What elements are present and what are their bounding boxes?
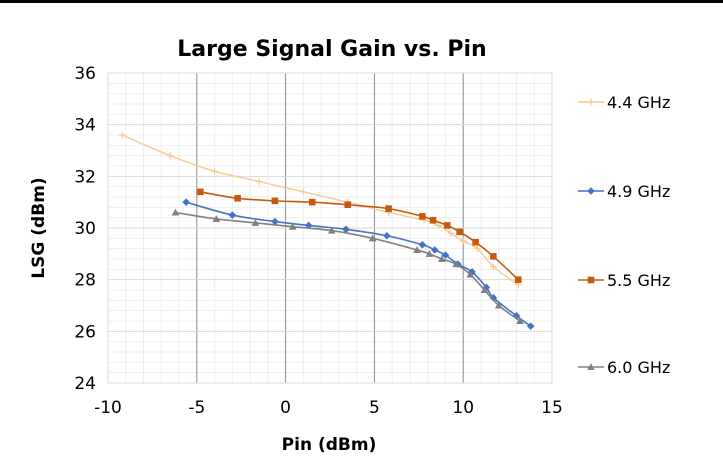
x-tick-label: 0 — [280, 398, 291, 418]
data-point-4-4-ghz — [473, 245, 481, 253]
legend-item-6-0-ghz: 6.0 GHz — [578, 358, 670, 377]
y-tick-label: 34 — [74, 116, 96, 136]
y-tick-label: 32 — [74, 167, 96, 187]
plot-area-frame — [107, 72, 553, 384]
y-tick-label: 36 — [74, 64, 96, 84]
y-axis-tick-labels: 24 26 28 30 32 34 36 — [74, 64, 96, 394]
series-line-4-4-ghz — [121, 134, 519, 286]
legend: 4.4 GHz 4.9 GHz 5.5 GHz 6.0 GHz — [578, 93, 670, 377]
data-point-4-4-ghz — [489, 263, 497, 271]
series-4-9-ghz — [182, 198, 535, 330]
series-4-4-ghz — [118, 131, 522, 289]
data-point-5-5-ghz — [456, 228, 463, 236]
data-point-5-5-ghz — [429, 216, 437, 224]
series-layer — [118, 131, 535, 330]
legend-item-5-5-ghz: 5.5 GHz — [578, 271, 670, 290]
data-point-4-9-ghz — [271, 217, 279, 226]
data-point-5-5-ghz — [308, 198, 316, 206]
data-point-6-0-ghz — [438, 255, 446, 262]
data-point-5-5-ghz — [197, 188, 204, 196]
data-point-4-9-ghz — [468, 268, 476, 276]
data-point-4-9-ghz — [383, 231, 391, 240]
data-point-6-0-ghz — [251, 219, 260, 226]
data-point-6-0-ghz — [327, 226, 336, 234]
data-point-6-0-ghz — [516, 317, 524, 324]
data-point-4-4-ghz — [255, 178, 263, 185]
data-point-4-4-ghz — [299, 188, 307, 196]
data-point-4-9-ghz — [182, 198, 190, 206]
legend-marker-5-5-ghz — [587, 276, 595, 284]
data-point-4-9-ghz — [441, 251, 450, 259]
x-tick-label: -10 — [94, 398, 122, 418]
major-gridlines — [108, 72, 552, 384]
data-point-4-9-ghz — [430, 246, 439, 254]
data-point-4-9-ghz — [489, 293, 498, 302]
x-tick-label: -5 — [188, 398, 205, 418]
data-point-6-0-ghz — [494, 301, 503, 309]
data-point-4-9-ghz — [342, 225, 350, 234]
legend-item-4-4-ghz: 4.4 GHz — [578, 93, 670, 112]
x-tick-label: 15 — [541, 398, 563, 418]
data-point-6-0-ghz — [452, 260, 460, 268]
data-point-4-4-ghz — [211, 167, 219, 175]
data-point-6-0-ghz — [480, 286, 489, 293]
data-point-4-9-ghz — [482, 283, 491, 292]
data-point-5-5-ghz — [490, 253, 497, 260]
legend-label-5-5-ghz: 5.5 GHz — [607, 271, 670, 290]
data-point-6-0-ghz — [212, 215, 221, 222]
y-axis-title: LSG (dBm) — [29, 177, 49, 278]
y-tick-label: 24 — [74, 374, 96, 394]
data-point-4-4-ghz — [434, 221, 442, 229]
legend-marker-4-4-ghz — [587, 98, 595, 106]
data-point-5-5-ghz — [271, 197, 279, 205]
series-5-5-ghz — [197, 188, 522, 283]
x-axis-title: Pin (dBm) — [282, 435, 377, 455]
data-point-6-0-ghz — [288, 222, 297, 230]
x-tick-label: 5 — [369, 398, 380, 418]
x-tick-label: 10 — [452, 398, 474, 418]
data-point-5-5-ghz — [443, 222, 451, 229]
x-axis-tick-labels: -10 -5 0 5 10 15 — [94, 398, 563, 418]
data-point-4-9-ghz — [228, 211, 237, 219]
data-point-4-9-ghz — [418, 240, 427, 249]
data-point-4-4-ghz — [447, 229, 455, 237]
data-point-6-0-ghz — [425, 250, 434, 257]
legend-item-4-9-ghz: 4.9 GHz — [578, 182, 670, 201]
top-border-rule — [0, 0, 723, 3]
data-point-4-4-ghz — [459, 237, 467, 245]
data-point-5-5-ghz — [472, 238, 479, 246]
data-point-5-5-ghz — [419, 213, 426, 220]
data-point-6-0-ghz — [413, 246, 421, 253]
data-point-5-5-ghz — [514, 276, 522, 283]
data-point-6-0-ghz — [368, 234, 377, 242]
y-tick-label: 26 — [74, 322, 96, 342]
data-point-5-5-ghz — [385, 205, 392, 212]
legend-marker-6-0-ghz — [587, 363, 595, 370]
y-tick-label: 28 — [74, 271, 96, 291]
data-point-4-4-ghz — [166, 152, 174, 160]
legend-marker-4-9-ghz — [587, 187, 595, 195]
chart-title: Large Signal Gain vs. Pin — [177, 37, 486, 62]
legend-label-6-0-ghz: 6.0 GHz — [607, 358, 670, 377]
data-point-4-9-ghz — [526, 322, 535, 330]
legend-label-4-9-ghz: 4.9 GHz — [607, 182, 670, 201]
data-point-5-5-ghz — [234, 194, 241, 202]
legend-label-4-4-ghz: 4.4 GHz — [607, 93, 670, 112]
y-tick-label: 30 — [74, 219, 96, 239]
data-point-4-4-ghz — [118, 131, 126, 139]
data-point-5-5-ghz — [344, 201, 352, 209]
series-6-0-ghz — [171, 208, 524, 324]
data-point-6-0-ghz — [171, 208, 180, 216]
data-point-6-0-ghz — [466, 270, 475, 278]
